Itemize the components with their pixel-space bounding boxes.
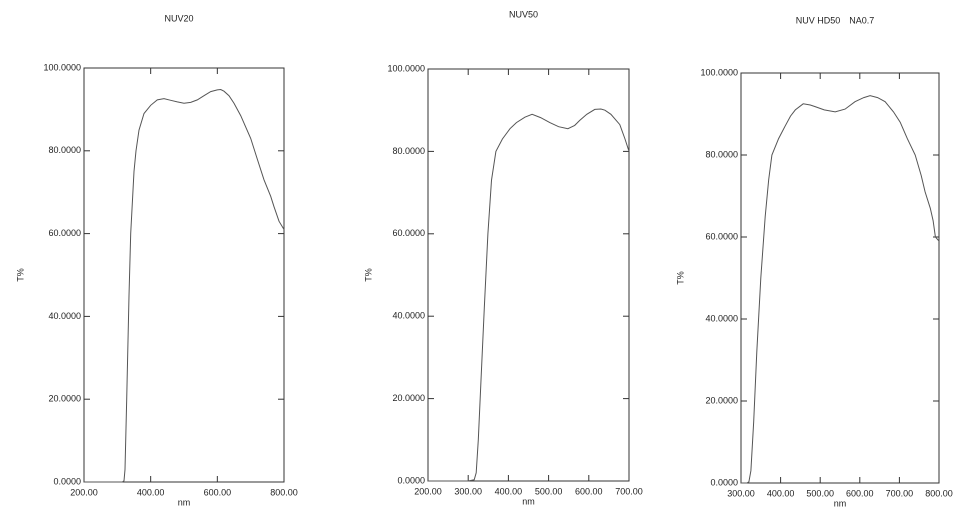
data-line bbox=[84, 88, 285, 483]
x-tick-label: 800.00 bbox=[270, 487, 298, 497]
x-tick-label: 200.00 bbox=[70, 487, 98, 497]
y-tick-label: 100.0000 bbox=[387, 63, 425, 73]
y-axis-label: T% bbox=[363, 268, 373, 282]
y-tick-label: 0.0000 bbox=[710, 477, 738, 487]
y-tick-label: 20.0000 bbox=[48, 394, 81, 404]
x-tick-label: 400.00 bbox=[767, 488, 795, 498]
y-tick-label: 80.0000 bbox=[705, 149, 738, 159]
x-tick-label: 500.00 bbox=[806, 488, 834, 498]
x-tick-label: 300.00 bbox=[727, 488, 755, 498]
plot-frame bbox=[740, 72, 940, 484]
x-tick-label: 600.00 bbox=[846, 488, 874, 498]
x-axis-label: nm bbox=[522, 496, 535, 506]
data-line bbox=[428, 108, 630, 482]
x-tick-label: 700.00 bbox=[615, 486, 643, 496]
x-axis-label: nm bbox=[178, 497, 191, 507]
y-axis-label: T% bbox=[15, 268, 25, 282]
x-tick-label: 400.00 bbox=[495, 486, 523, 496]
x-tick-label: 600.00 bbox=[204, 487, 232, 497]
y-tick-label: 60.0000 bbox=[392, 228, 425, 238]
y-tick-label: 80.0000 bbox=[48, 145, 81, 155]
x-tick-label: 600.00 bbox=[575, 486, 603, 496]
y-tick-label: 60.0000 bbox=[705, 231, 738, 241]
plot-frame bbox=[83, 67, 285, 483]
chart-title: NUV20 bbox=[164, 13, 193, 23]
data-line bbox=[741, 95, 940, 484]
y-tick-label: 40.0000 bbox=[705, 313, 738, 323]
x-tick-label: 400.00 bbox=[137, 487, 165, 497]
chart-title: NUV50 bbox=[509, 9, 538, 19]
y-tick-label: 60.0000 bbox=[48, 228, 81, 238]
y-tick-label: 40.0000 bbox=[48, 311, 81, 321]
plot-frame bbox=[427, 68, 630, 482]
x-axis-label: nm bbox=[834, 498, 847, 508]
y-tick-label: 20.0000 bbox=[392, 393, 425, 403]
y-tick-label: 100.0000 bbox=[43, 62, 81, 72]
x-tick-label: 200.00 bbox=[414, 486, 442, 496]
y-tick-label: 100.0000 bbox=[700, 67, 738, 77]
y-tick-label: 80.0000 bbox=[392, 146, 425, 156]
y-tick-label: 40.0000 bbox=[392, 311, 425, 321]
y-tick-label: 20.0000 bbox=[705, 395, 738, 405]
x-tick-label: 500.00 bbox=[535, 486, 563, 496]
y-tick-label: 0.0000 bbox=[397, 475, 425, 485]
chart-title: NUV HD50 NA0.7 bbox=[796, 15, 875, 25]
y-axis-label: T% bbox=[675, 271, 685, 285]
x-tick-label: 700.00 bbox=[886, 488, 914, 498]
y-tick-label: 0.0000 bbox=[53, 476, 81, 486]
x-tick-label: 300.00 bbox=[454, 486, 482, 496]
x-tick-label: 800.00 bbox=[925, 488, 953, 498]
